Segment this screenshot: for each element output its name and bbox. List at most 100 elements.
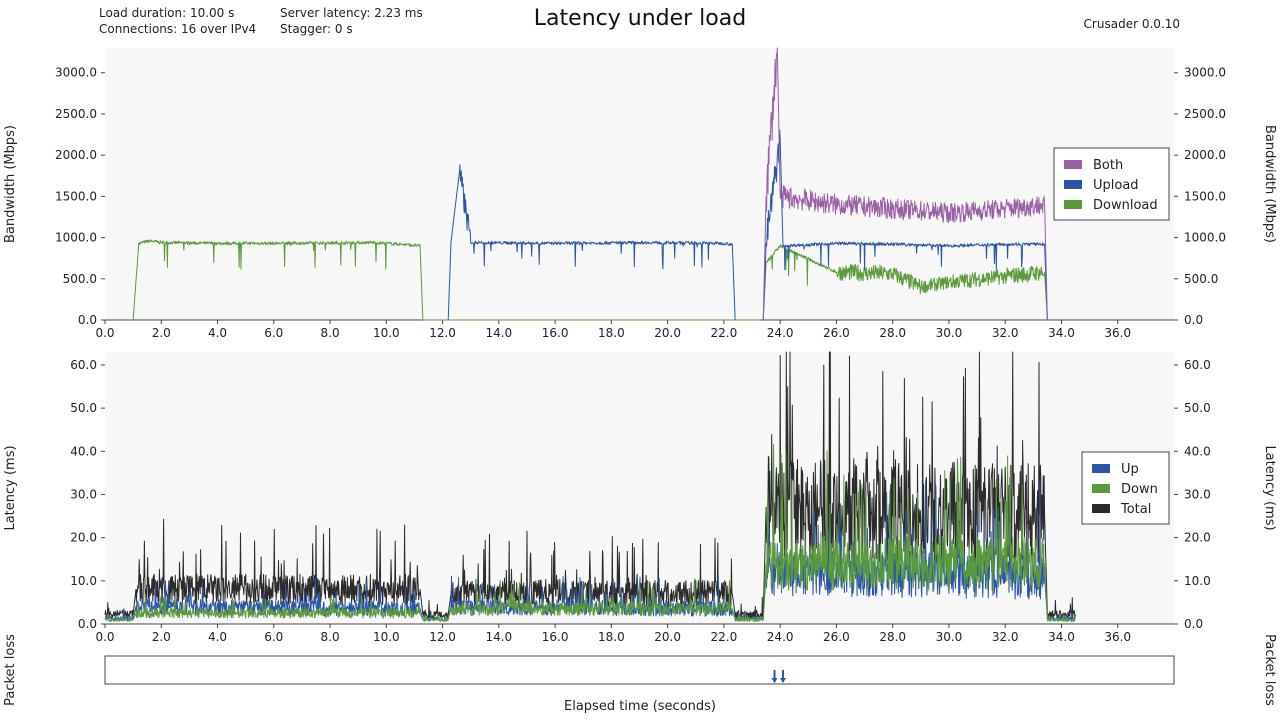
latency-x-tick-label: 24.0 xyxy=(767,630,794,644)
latency-y-tick-label-left: 20.0 xyxy=(70,531,97,545)
bandwidth-y-tick-label-right: 500.0 xyxy=(1184,272,1218,286)
packet-loss-marker-head xyxy=(779,678,786,683)
latency-y-tick-label-right: 10.0 xyxy=(1184,574,1211,588)
latency-y-tick-label-left: 30.0 xyxy=(70,487,97,501)
chart-title: Latency under load xyxy=(533,6,747,31)
bandwidth-upload-line xyxy=(762,129,1048,321)
latency-series-total xyxy=(104,351,1076,620)
bandwidth-download-line xyxy=(132,239,424,321)
latency-x-tick-label: 28.0 xyxy=(879,630,906,644)
bandwidth-x-tick-label: 24.0 xyxy=(767,326,794,340)
packet-loss-label-left: Packet loss xyxy=(3,634,18,706)
bandwidth-x-tick-label: 6.0 xyxy=(264,326,283,340)
latency-legend-label-total: Total xyxy=(1120,502,1151,517)
test-info-left: Load duration: 10.00 s Connections: 16 o… xyxy=(99,5,256,37)
latency-y-tick-label-left: 50.0 xyxy=(70,401,97,415)
bandwidth-x-tick-label: 10.0 xyxy=(373,326,400,340)
bandwidth-both-line xyxy=(762,47,1048,321)
latency-total-line xyxy=(104,351,1076,620)
bandwidth-legend-label-download: Download xyxy=(1093,198,1158,213)
bandwidth-download-line xyxy=(762,244,1048,321)
latency-x-tick-label: 22.0 xyxy=(711,630,738,644)
packet-loss-label-right: Packet loss xyxy=(1262,634,1277,706)
test-info-right: Server latency: 2.23 ms Stagger: 0 s xyxy=(280,5,423,37)
latency-x-tick-label: 10.0 xyxy=(373,630,400,644)
bandwidth-x-tick-label: 14.0 xyxy=(485,326,512,340)
bandwidth-series-upload xyxy=(447,129,1048,321)
latency-y-tick-label-right: 60.0 xyxy=(1184,358,1211,372)
latency-y-tick-label-right: 30.0 xyxy=(1184,487,1211,501)
latency-y-tick-label-left: 0.0 xyxy=(78,617,97,631)
latency-x-tick-label: 34.0 xyxy=(1048,630,1075,644)
bandwidth-x-tick-label: 20.0 xyxy=(654,326,681,340)
latency-legend-label-up: Up xyxy=(1121,462,1139,477)
bandwidth-y-tick-label-left: 0.0 xyxy=(78,313,97,327)
bandwidth-x-tick-label: 26.0 xyxy=(823,326,850,340)
bandwidth-x-tick-label: 8.0 xyxy=(321,326,340,340)
bandwidth-x-tick-label: 34.0 xyxy=(1048,326,1075,340)
latency-legend-label-down: Down xyxy=(1121,482,1158,497)
latency-y-tick-label-left: 60.0 xyxy=(70,358,97,372)
latency-legend: Up Down Total xyxy=(1081,451,1170,525)
bandwidth-y-label-left: Bandwidth (Mbps) xyxy=(3,125,18,243)
latency-x-tick-label: 8.0 xyxy=(321,630,340,644)
bandwidth-y-tick-label-right: 1500.0 xyxy=(1184,189,1226,203)
bandwidth-y-tick-label-right: 0.0 xyxy=(1184,313,1203,327)
latency-x-tick-label: 0.0 xyxy=(95,630,114,644)
latency-x-tick-label: 6.0 xyxy=(264,630,283,644)
bandwidth-y-tick-label-right: 3000.0 xyxy=(1184,66,1226,80)
latency-x-tick-label: 2.0 xyxy=(152,630,171,644)
bandwidth-y-tick-label-left: 3000.0 xyxy=(55,66,97,80)
latency-x-tick-label: 30.0 xyxy=(936,630,963,644)
latency-x-tick-label: 36.0 xyxy=(1104,630,1131,644)
bandwidth-series-both xyxy=(762,47,1048,321)
x-axis-label: Elapsed time (seconds) xyxy=(564,699,716,714)
bandwidth-x-tick-label: 0.0 xyxy=(95,326,114,340)
latency-series-down xyxy=(104,443,1076,623)
latency-y-tick-label-right: 50.0 xyxy=(1184,401,1211,415)
load-duration-text: Load duration: 10.00 s xyxy=(99,6,235,20)
bandwidth-x-tick-label: 32.0 xyxy=(992,326,1019,340)
latency-y-tick-label-left: 10.0 xyxy=(70,574,97,588)
latency-x-tick-label: 18.0 xyxy=(598,630,625,644)
bandwidth-y-tick-label-left: 500.0 xyxy=(63,272,97,286)
bandwidth-legend-label-both: Both xyxy=(1093,158,1123,173)
connections-text: Connections: 16 over IPv4 xyxy=(99,22,257,36)
bandwidth-y-tick-label-left: 1500.0 xyxy=(55,189,97,203)
bandwidth-y-tick-label-right: 2000.0 xyxy=(1184,148,1226,162)
bandwidth-legend-swatch-download xyxy=(1064,200,1082,209)
bandwidth-x-tick-label: 30.0 xyxy=(936,326,963,340)
bandwidth-y-tick-label-left: 1000.0 xyxy=(55,231,97,245)
packet-loss-strip xyxy=(104,655,1175,685)
latency-y-tick-label-left: 40.0 xyxy=(70,444,97,458)
bandwidth-x-tick-label: 2.0 xyxy=(152,326,171,340)
server-latency-text: Server latency: 2.23 ms xyxy=(280,6,423,20)
bandwidth-x-tick-label: 36.0 xyxy=(1104,326,1131,340)
latency-x-tick-label: 26.0 xyxy=(823,630,850,644)
bandwidth-legend-swatch-both xyxy=(1064,160,1082,169)
bandwidth-series-download xyxy=(132,239,1048,321)
app-version: Crusader 0.0.10 xyxy=(1083,17,1180,31)
bandwidth-y-label-right: Bandwidth (Mbps) xyxy=(1262,125,1277,243)
latency-x-tick-label: 12.0 xyxy=(429,630,456,644)
latency-legend-swatch-down xyxy=(1092,484,1110,493)
stagger-text: Stagger: 0 s xyxy=(280,22,353,36)
latency-legend-swatch-up xyxy=(1092,464,1110,473)
latency-x-tick-label: 20.0 xyxy=(654,630,681,644)
latency-down-line xyxy=(104,443,1076,623)
bandwidth-y-tick-label-right: 1000.0 xyxy=(1184,231,1226,245)
packet-loss-marker-head xyxy=(771,678,778,683)
latency-legend-swatch-total xyxy=(1092,504,1110,513)
bandwidth-x-tick-label: 18.0 xyxy=(598,326,625,340)
latency-x-tick-label: 4.0 xyxy=(208,630,227,644)
bandwidth-x-tick-label: 16.0 xyxy=(542,326,569,340)
latency-y-tick-label-right: 20.0 xyxy=(1184,531,1211,545)
latency-x-tick-label: 32.0 xyxy=(992,630,1019,644)
latency-y-tick-label-right: 0.0 xyxy=(1184,617,1203,631)
bandwidth-legend: Both Upload Download xyxy=(1053,147,1170,221)
bandwidth-upload-line xyxy=(447,164,736,321)
latency-y-label-right: Latency (ms) xyxy=(1262,445,1277,530)
latency-y-tick-label-right: 40.0 xyxy=(1184,444,1211,458)
bandwidth-y-tick-label-left: 2000.0 xyxy=(55,148,97,162)
